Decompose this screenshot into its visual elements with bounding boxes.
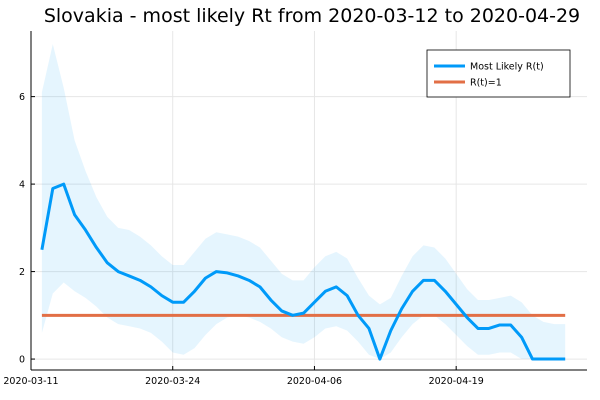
x-tick-label: 2020-04-19 (429, 376, 484, 387)
x-tick-label: 2020-04-06 (287, 376, 342, 387)
x-tick-label: 2020-03-11 (3, 376, 58, 387)
y-tick-label: 6 (19, 92, 25, 103)
most-likely-rt-line (40, 182, 566, 361)
y-tick-label: 2 (19, 267, 25, 278)
chart-title: Slovakia - most likely Rt from 2020-03-1… (44, 5, 580, 27)
legend: Most Likely R(t) R(t)=1 (426, 49, 571, 98)
series-line-layer (40, 182, 566, 361)
legend-label-threshold: R(t)=1 (470, 78, 502, 89)
legend-label-most-likely: Most Likely R(t) (470, 62, 544, 73)
axis-layer: 0 2 4 6 2020-03-11 2020-03-24 2020-04-06 2020-0… (3, 31, 587, 387)
x-tick-label: 2020-03-24 (145, 376, 200, 387)
legend-box (426, 49, 571, 98)
y-tick-label: 4 (19, 180, 25, 191)
y-tick-label: 0 (19, 355, 25, 366)
